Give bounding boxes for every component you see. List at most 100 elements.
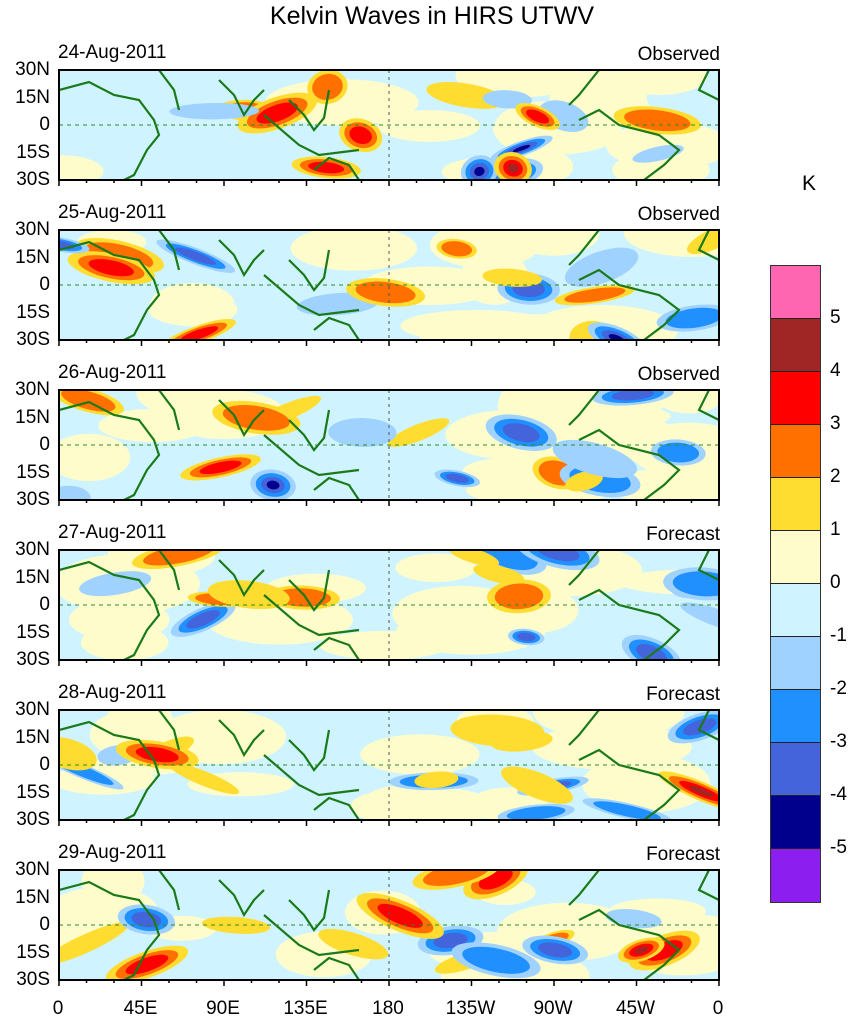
anomaly-region xyxy=(536,550,580,562)
colorbar-label: 5 xyxy=(830,307,841,328)
coastline xyxy=(59,80,161,180)
y-tick-label: 0 xyxy=(39,274,50,295)
coastline xyxy=(263,434,360,477)
anomaly-region xyxy=(494,583,544,610)
coastline xyxy=(288,889,331,932)
x-tick-label: 0 xyxy=(712,998,724,1019)
y-tick-label: 30S xyxy=(16,969,50,990)
anomaly-region xyxy=(605,909,662,929)
colorbar-swatch xyxy=(771,531,820,584)
panel-type: Forecast xyxy=(646,844,720,865)
coastline xyxy=(313,316,360,340)
x-tick-label: 180 xyxy=(372,998,404,1019)
colorbar-label: 3 xyxy=(830,413,841,434)
y-tick-label: 15S xyxy=(16,461,50,483)
coastline xyxy=(158,70,181,111)
colorbar-label: -5 xyxy=(830,837,847,858)
map-panel xyxy=(58,709,720,826)
coastline xyxy=(263,914,360,957)
anomaly-region xyxy=(418,319,498,340)
anomaly-region xyxy=(611,390,655,401)
panel-date: 24-Aug-2011 xyxy=(58,42,167,63)
y-tick-label: 30S xyxy=(16,649,50,670)
colorbar-label: -4 xyxy=(830,784,847,805)
coastline xyxy=(313,476,360,500)
colorbar-swatch xyxy=(771,319,820,372)
anomaly-region xyxy=(478,870,513,890)
y-tick-label: 0 xyxy=(39,754,50,775)
coastline xyxy=(288,409,331,452)
anomaly-region xyxy=(80,624,169,660)
anomaly-region xyxy=(506,806,566,820)
anomaly-region xyxy=(657,442,700,463)
anomaly-region xyxy=(462,946,530,974)
map-panel xyxy=(58,549,720,666)
y-tick-label: 15N xyxy=(15,246,50,268)
coastline xyxy=(218,239,265,278)
y-tick-label: 0 xyxy=(39,114,50,135)
y-tick-label: 30S xyxy=(16,329,50,350)
anomaly-region xyxy=(423,870,490,886)
map-panel xyxy=(58,69,720,186)
anomaly-region xyxy=(59,736,97,771)
anomaly-region xyxy=(655,390,719,414)
anomaly-region xyxy=(501,766,573,804)
panel-date: 28-Aug-2011 xyxy=(58,682,167,703)
colorbar-label: -3 xyxy=(830,731,847,752)
anomaly-region xyxy=(179,326,219,340)
coastline xyxy=(218,559,265,598)
panel-date: 29-Aug-2011 xyxy=(58,842,167,863)
anomaly-region xyxy=(634,946,648,954)
coastline xyxy=(578,428,681,500)
anomaly-region xyxy=(312,73,343,100)
anomaly-region xyxy=(624,109,691,132)
anomaly-region xyxy=(61,390,116,412)
coastline xyxy=(313,956,360,980)
y-tick-label: 30S xyxy=(16,169,50,190)
coastline xyxy=(288,569,331,612)
colorbar-swatch xyxy=(771,796,820,849)
anomaly-region xyxy=(533,710,685,739)
y-tick-label: 30N xyxy=(15,59,50,80)
coastline xyxy=(158,550,181,591)
anomaly-region xyxy=(318,928,389,960)
anomaly-region xyxy=(143,550,215,566)
anomaly-region xyxy=(441,241,473,257)
coastline xyxy=(263,594,360,637)
anomaly-region xyxy=(509,230,600,256)
colorbar xyxy=(770,265,821,903)
y-tick-label: 15S xyxy=(16,621,50,643)
anomaly-region xyxy=(349,126,372,145)
panel-date: 25-Aug-2011 xyxy=(58,202,167,223)
coastline xyxy=(313,796,360,820)
coastline xyxy=(578,588,681,660)
anomaly-region xyxy=(608,334,625,340)
coastline xyxy=(263,114,360,157)
coastline xyxy=(697,710,719,741)
map-panel xyxy=(58,389,720,506)
anomaly-region xyxy=(150,283,235,326)
anomaly-region xyxy=(512,144,531,153)
coastline xyxy=(568,70,600,106)
coastline xyxy=(59,400,161,500)
x-tick-label: 45W xyxy=(615,998,656,1019)
colorbar-swatch xyxy=(771,478,820,531)
coastline xyxy=(263,274,360,317)
y-tick-label: 30N xyxy=(15,859,50,880)
coastline xyxy=(568,230,600,266)
y-tick-label: 30N xyxy=(15,539,50,560)
anomaly-region xyxy=(433,932,468,949)
coastline xyxy=(158,230,181,271)
anomaly-region xyxy=(552,439,638,479)
coastline xyxy=(158,710,181,751)
y-tick-label: 30N xyxy=(15,219,50,240)
y-tick-label: 15N xyxy=(15,726,50,748)
coastline xyxy=(59,240,161,340)
colorbar-label: 0 xyxy=(830,572,841,593)
anomaly-region xyxy=(565,470,603,492)
anomaly-region xyxy=(169,102,260,120)
anomaly-region xyxy=(516,632,536,642)
anomaly-region xyxy=(79,571,152,597)
coastline xyxy=(158,870,181,911)
x-tick-label: 0 xyxy=(52,998,64,1019)
